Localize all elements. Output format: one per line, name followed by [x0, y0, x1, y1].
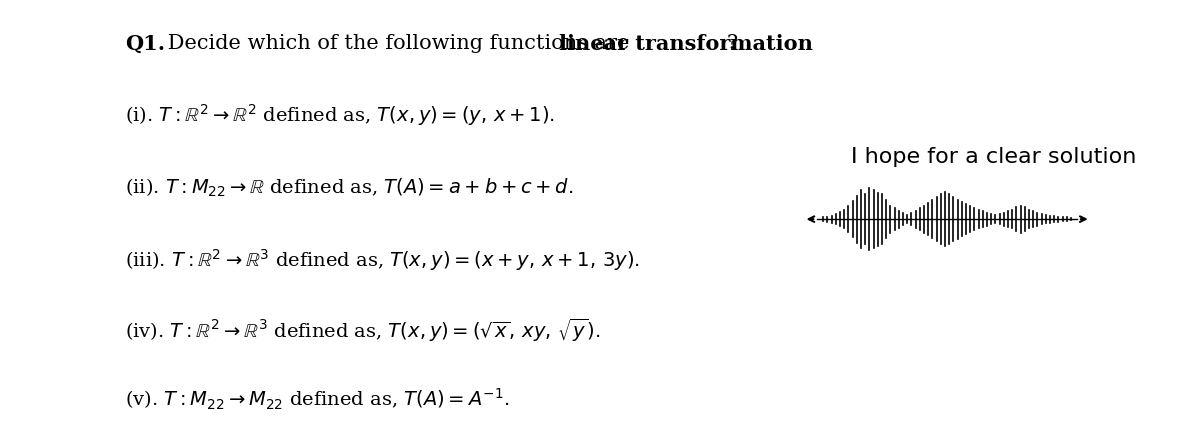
Text: Decide which of the following functions are: Decide which of the following functions … — [161, 34, 636, 53]
Text: ?: ? — [727, 34, 738, 53]
Text: Q1.: Q1. — [125, 34, 166, 54]
Text: linear transformation: linear transformation — [559, 34, 812, 54]
Text: (ii). $T : M_{22} \rightarrow \mathbb{R}$ defined as, $T(A) = a + b + c + d.$: (ii). $T : M_{22} \rightarrow \mathbb{R}… — [125, 177, 574, 199]
Text: I hope for a clear solution: I hope for a clear solution — [852, 147, 1136, 167]
Text: (iii). $T : \mathbb{R}^2 \rightarrow \mathbb{R}^3$ defined as, $T(x, y) = (x + y: (iii). $T : \mathbb{R}^2 \rightarrow \ma… — [125, 247, 641, 273]
Text: (iv). $T : \mathbb{R}^2 \rightarrow \mathbb{R}^3$ defined as, $T(x, y) = (\sqrt{: (iv). $T : \mathbb{R}^2 \rightarrow \mat… — [125, 317, 600, 344]
Text: (v). $T : M_{22} \rightarrow M_{22}$ defined as, $T(A) = A^{-1}.$: (v). $T : M_{22} \rightarrow M_{22}$ def… — [125, 387, 510, 412]
Text: (i). $T : \mathbb{R}^2 \rightarrow \mathbb{R}^2$ defined as, $T(x, y) = (y,\, x : (i). $T : \mathbb{R}^2 \rightarrow \math… — [125, 102, 556, 128]
